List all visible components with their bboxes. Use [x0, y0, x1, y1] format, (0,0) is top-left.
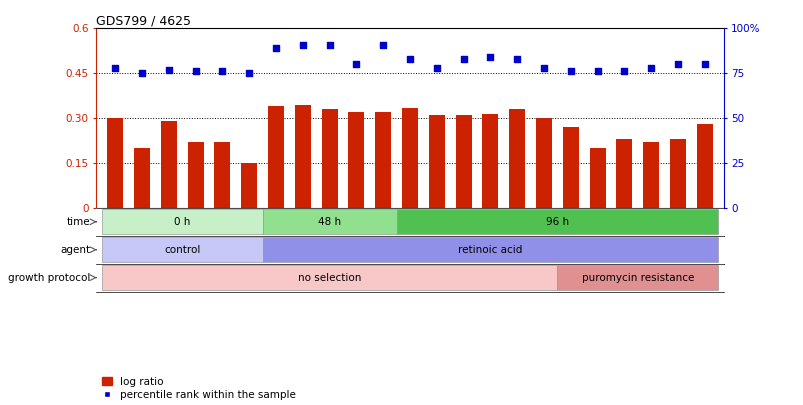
Text: agent: agent	[60, 245, 90, 255]
Bar	[589, 148, 605, 208]
Point	[403, 55, 416, 62]
Point	[162, 66, 175, 73]
Point	[108, 64, 121, 71]
Point	[216, 68, 229, 75]
Point	[430, 64, 442, 71]
Bar	[107, 118, 123, 208]
Text: GDS799 / 4625: GDS799 / 4625	[96, 14, 191, 27]
Text: puromycin resistance: puromycin resistance	[581, 273, 693, 283]
Bar	[102, 209, 263, 234]
Bar	[642, 142, 658, 208]
Bar	[669, 139, 685, 208]
Point	[671, 61, 683, 68]
Text: time: time	[67, 217, 90, 227]
Point	[483, 54, 496, 60]
Bar	[187, 142, 203, 208]
Bar	[402, 108, 418, 208]
Point	[136, 70, 149, 77]
Point	[296, 41, 309, 48]
Bar	[696, 124, 712, 208]
Point	[618, 68, 630, 75]
Text: retinoic acid: retinoic acid	[458, 245, 522, 255]
Text: growth protocol: growth protocol	[8, 273, 90, 283]
Bar	[616, 139, 632, 208]
Text: 96 h: 96 h	[545, 217, 569, 227]
Bar	[321, 109, 337, 208]
Bar	[536, 118, 552, 208]
Bar	[508, 109, 524, 208]
Bar	[556, 265, 717, 290]
Bar	[102, 237, 263, 262]
Bar	[396, 209, 717, 234]
Point	[564, 68, 577, 75]
Bar	[375, 112, 391, 208]
Point	[269, 45, 282, 51]
Point	[457, 55, 470, 62]
Point	[537, 64, 550, 71]
Text: no selection: no selection	[298, 273, 361, 283]
Point	[590, 68, 603, 75]
Point	[349, 61, 362, 68]
Bar	[295, 104, 311, 208]
Point	[377, 41, 389, 48]
Bar	[241, 163, 257, 208]
Point	[189, 68, 202, 75]
Point	[644, 64, 657, 71]
Bar	[263, 237, 717, 262]
Bar	[102, 265, 556, 290]
Bar	[214, 142, 230, 208]
Bar	[562, 127, 578, 208]
Bar	[263, 209, 396, 234]
Text: control: control	[164, 245, 200, 255]
Bar	[428, 115, 444, 208]
Bar	[161, 121, 177, 208]
Text: 48 h: 48 h	[318, 217, 340, 227]
Bar	[482, 114, 498, 208]
Point	[323, 41, 336, 48]
Legend: log ratio, percentile rank within the sample: log ratio, percentile rank within the sa…	[101, 377, 296, 400]
Bar	[455, 115, 471, 208]
Bar	[267, 106, 283, 208]
Text: 0 h: 0 h	[173, 217, 190, 227]
Point	[510, 55, 523, 62]
Point	[698, 61, 711, 68]
Bar	[134, 148, 150, 208]
Point	[243, 70, 255, 77]
Bar	[348, 112, 364, 208]
